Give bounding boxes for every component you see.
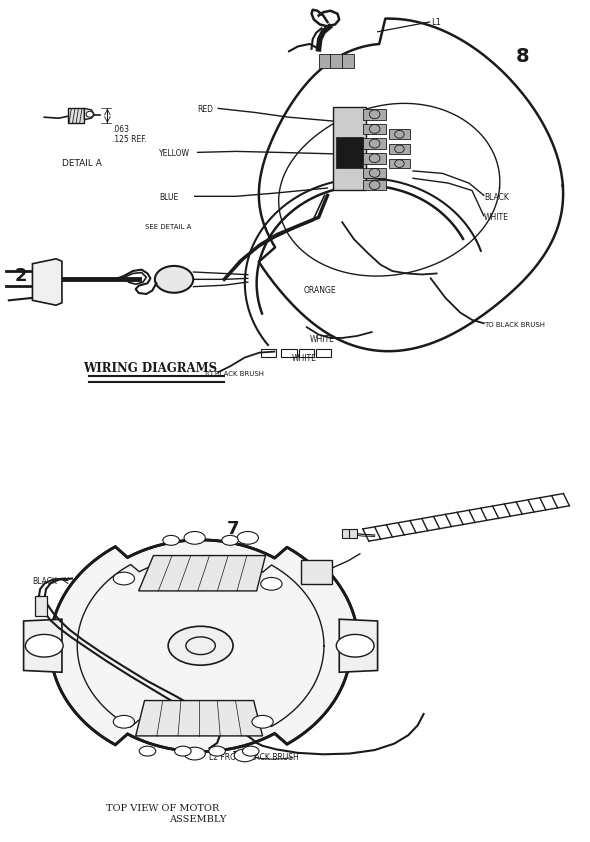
Text: 8: 8: [515, 46, 529, 66]
Circle shape: [139, 746, 156, 756]
Bar: [389, 130, 410, 139]
Text: WIRING DIAGRAMS: WIRING DIAGRAMS: [83, 362, 218, 376]
Text: SEE DETAIL A: SEE DETAIL A: [145, 224, 191, 230]
Text: RED: RED: [198, 105, 214, 115]
Bar: [333, 108, 366, 190]
Circle shape: [237, 531, 258, 544]
Bar: [35, 596, 47, 616]
Text: .125 REF.: .125 REF.: [112, 135, 147, 144]
Text: BLUE: BLUE: [159, 194, 179, 202]
Circle shape: [234, 749, 255, 762]
Text: TOP VIEW OF MOTOR: TOP VIEW OF MOTOR: [106, 804, 219, 813]
Circle shape: [242, 746, 259, 756]
Bar: [363, 138, 386, 149]
Circle shape: [113, 573, 135, 585]
Text: L2 FROM BLACK BRUSH: L2 FROM BLACK BRUSH: [209, 754, 299, 762]
Text: TO BLACK BRUSH: TO BLACK BRUSH: [484, 322, 545, 328]
Ellipse shape: [155, 266, 193, 293]
Circle shape: [184, 531, 205, 544]
Bar: [261, 349, 276, 358]
Circle shape: [336, 634, 374, 657]
Bar: [389, 158, 410, 168]
Polygon shape: [136, 701, 263, 736]
Circle shape: [86, 111, 93, 117]
Polygon shape: [24, 619, 62, 672]
Polygon shape: [339, 619, 378, 672]
Circle shape: [184, 747, 205, 760]
Text: ORANGE: ORANGE: [304, 286, 336, 295]
Circle shape: [209, 746, 225, 756]
Bar: [301, 560, 332, 584]
Bar: [299, 349, 314, 358]
Circle shape: [163, 536, 179, 546]
Bar: [342, 529, 357, 538]
Text: WHITE: WHITE: [310, 335, 335, 344]
Bar: [363, 124, 386, 134]
Bar: [319, 54, 330, 68]
Text: WHITE: WHITE: [484, 213, 509, 221]
Circle shape: [175, 746, 191, 756]
Text: BLACK: BLACK: [484, 194, 509, 202]
Text: DETAIL A: DETAIL A: [62, 159, 102, 168]
Text: 2: 2: [14, 267, 27, 285]
Text: TO BLACK BRUSH: TO BLACK BRUSH: [204, 370, 264, 376]
Bar: [363, 168, 386, 179]
Bar: [330, 54, 342, 68]
Circle shape: [222, 536, 238, 546]
Bar: [68, 109, 84, 123]
Bar: [363, 153, 386, 163]
Bar: [336, 136, 363, 168]
Polygon shape: [84, 109, 94, 120]
Circle shape: [252, 716, 273, 728]
Text: .063: .063: [112, 125, 129, 134]
Circle shape: [168, 626, 233, 665]
Bar: [342, 54, 354, 68]
Bar: [389, 144, 410, 154]
Circle shape: [25, 634, 63, 657]
Circle shape: [261, 578, 282, 590]
Bar: [316, 349, 331, 358]
Circle shape: [113, 716, 135, 728]
Text: L1: L1: [431, 18, 441, 27]
Text: BLACK: BLACK: [32, 577, 57, 585]
Text: ASSEMBLY: ASSEMBLY: [169, 815, 227, 824]
Text: WHITE: WHITE: [292, 354, 317, 364]
Text: 7: 7: [227, 520, 240, 538]
Bar: [363, 109, 386, 120]
Bar: [363, 179, 386, 190]
Polygon shape: [32, 258, 62, 306]
Bar: [281, 349, 297, 358]
Text: YELLOW: YELLOW: [159, 149, 191, 158]
Polygon shape: [139, 556, 266, 591]
Polygon shape: [50, 540, 359, 752]
